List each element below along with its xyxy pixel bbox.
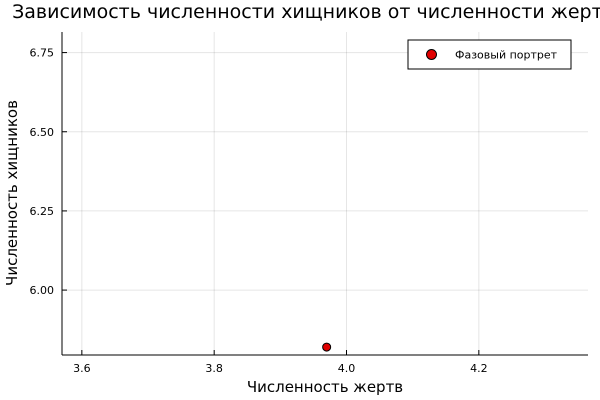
data-series: [322, 342, 332, 352]
x-tick-label: 4.0: [338, 362, 356, 375]
chart-title: Зависимость численности хищников от числ…: [12, 1, 600, 23]
x-axis-label: Численность жертв: [247, 378, 403, 396]
x-tick-label: 4.2: [470, 362, 488, 375]
axis-ticks: 3.6 3.8 4.0 4.2 6.00 6.25 6.50 6.75: [30, 47, 488, 375]
y-axis-label: Численность хищников: [3, 100, 21, 286]
data-point: [322, 342, 332, 352]
legend-marker: [426, 49, 437, 60]
y-tick-label: 6.50: [30, 126, 55, 139]
x-tick-label: 3.6: [73, 362, 91, 375]
y-tick-label: 6.00: [30, 284, 55, 297]
legend-label: Фазовый портрет: [455, 49, 558, 62]
y-tick-label: 6.25: [30, 205, 55, 218]
grid-lines: [62, 32, 588, 355]
legend: Фазовый портрет: [407, 39, 572, 70]
x-tick-label: 3.8: [205, 362, 223, 375]
y-tick-label: 6.75: [30, 47, 55, 60]
